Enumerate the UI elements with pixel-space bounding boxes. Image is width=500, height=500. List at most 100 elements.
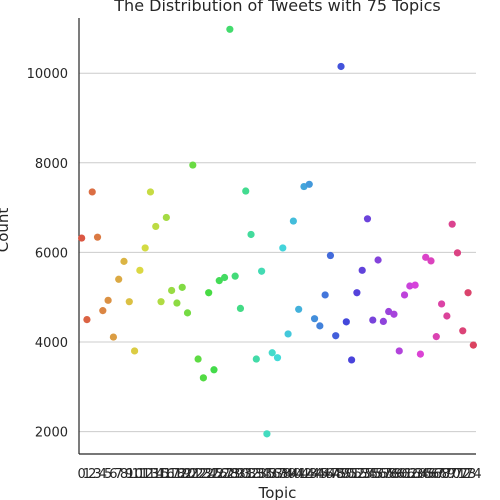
x-tick-label: 46 xyxy=(317,467,334,482)
y-gridlines xyxy=(79,72,476,433)
data-point xyxy=(183,309,192,317)
data-point xyxy=(464,289,472,297)
x-tick-label: 21 xyxy=(185,467,202,482)
x-tick-label: 47 xyxy=(322,467,339,482)
data-point xyxy=(437,300,446,308)
data-point xyxy=(173,299,181,307)
data-point xyxy=(83,316,91,324)
data-point xyxy=(152,222,160,231)
data-point xyxy=(205,289,213,297)
data-point xyxy=(115,275,123,283)
x-tick-label: 54 xyxy=(359,467,376,482)
data-point xyxy=(459,327,467,335)
data-point xyxy=(199,374,207,382)
y-tick-label: 4000 xyxy=(35,336,68,351)
x-tick-label: 15 xyxy=(153,467,170,482)
data-point xyxy=(448,220,456,228)
data-point xyxy=(88,188,96,196)
x-tick-label: 64 xyxy=(412,467,429,482)
x-tick-label: 32 xyxy=(243,467,260,482)
x-tick-label: 23 xyxy=(195,467,212,482)
x-tick-label: 42 xyxy=(296,467,313,482)
x-tick-label: 8 xyxy=(120,467,128,482)
x-tick-label: 39 xyxy=(280,467,297,482)
data-point xyxy=(395,347,403,355)
x-tick-label: 69 xyxy=(439,467,456,482)
x-tick-label: 0 xyxy=(78,467,86,482)
x-tick-label: 52 xyxy=(349,467,366,482)
data-point xyxy=(295,305,303,313)
x-tick-label: 71 xyxy=(449,467,466,482)
x-tick-label: 33 xyxy=(248,467,265,482)
data-point xyxy=(337,62,345,71)
x-tick-label: 24 xyxy=(200,467,217,482)
x-tick-label: 37 xyxy=(269,467,286,482)
data-point xyxy=(363,215,372,223)
data-point xyxy=(141,244,149,252)
x-tick-label: 30 xyxy=(232,467,249,482)
x-tick-label: 27 xyxy=(216,467,233,482)
data-point xyxy=(215,277,223,285)
x-tick-label: 35 xyxy=(259,467,276,482)
data-point xyxy=(316,322,324,330)
data-point xyxy=(178,283,186,291)
data-point xyxy=(416,350,425,358)
data-point xyxy=(231,272,239,280)
data-point xyxy=(358,266,366,274)
data-point xyxy=(432,333,440,341)
x-tick-label: 16 xyxy=(158,467,175,482)
x-tick-label: 25 xyxy=(206,467,223,482)
data-point xyxy=(284,330,292,338)
data-point xyxy=(422,253,430,261)
x-tick-label: 56 xyxy=(370,467,387,482)
data-point xyxy=(226,25,234,33)
data-point xyxy=(400,291,409,299)
x-tick-label: 43 xyxy=(301,467,318,482)
x-tick-label: 72 xyxy=(454,467,471,482)
x-tick-label: 40 xyxy=(285,467,302,482)
data-point xyxy=(168,286,176,295)
data-point xyxy=(427,257,435,265)
x-tick-label: 1 xyxy=(83,467,91,482)
x-tick-label: 13 xyxy=(142,467,159,482)
data-point xyxy=(411,281,419,289)
data-point xyxy=(406,282,414,290)
data-point xyxy=(305,180,313,188)
x-tick-label: 51 xyxy=(343,467,360,482)
x-tick-label: 26 xyxy=(211,467,228,482)
x-tick-label: 61 xyxy=(396,467,413,482)
x-tick-label: 6 xyxy=(109,467,117,482)
data-point xyxy=(369,316,377,324)
x-tick-label: 34 xyxy=(253,467,270,482)
data-point xyxy=(130,347,139,355)
y-axis-title: Count xyxy=(0,208,12,253)
chart-title: The Distribution of Tweets with 75 Topic… xyxy=(113,0,440,15)
x-tick-label: 3 xyxy=(93,467,101,482)
x-tick-label: 28 xyxy=(222,467,239,482)
x-tick-label: 55 xyxy=(365,467,382,482)
data-point xyxy=(120,257,128,265)
data-point xyxy=(125,298,133,306)
x-tick-label: 2 xyxy=(88,467,96,482)
data-point xyxy=(374,256,382,264)
x-tick-label: 41 xyxy=(290,467,307,482)
x-axis-title: Topic xyxy=(258,484,297,500)
data-point xyxy=(263,430,271,438)
x-tick-label: 31 xyxy=(237,467,254,482)
x-tick-label: 36 xyxy=(264,467,281,482)
data-point xyxy=(236,304,245,312)
data-point xyxy=(268,349,276,357)
x-tick-label: 29 xyxy=(227,467,244,482)
data-point xyxy=(109,333,118,341)
x-tick-label: 74 xyxy=(465,467,482,482)
x-tick-label: 4 xyxy=(99,467,107,482)
x-tick-label: 11 xyxy=(132,467,149,482)
y-tick-label: 10000 xyxy=(27,67,68,82)
x-tick-label: 17 xyxy=(163,467,180,482)
x-tick-label: 73 xyxy=(460,467,477,482)
x-tick-label: 50 xyxy=(338,467,355,482)
data-point xyxy=(332,332,340,340)
data-point xyxy=(453,249,462,257)
x-tick-label: 14 xyxy=(147,467,164,482)
data-point xyxy=(353,289,361,297)
